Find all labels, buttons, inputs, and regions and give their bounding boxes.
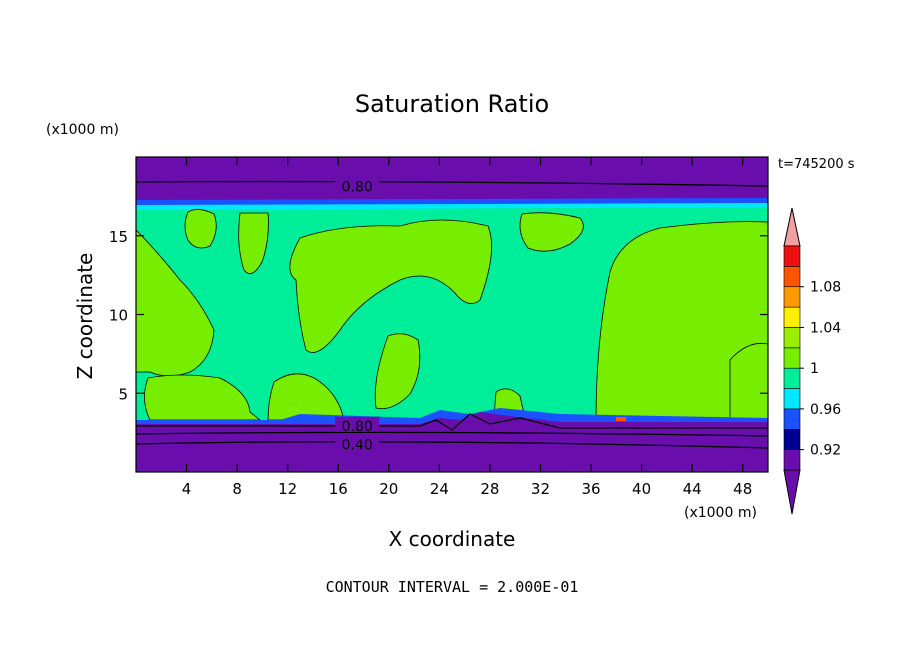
colorbar: 0.92 0.96 1 1.04 1.08 — [783, 207, 841, 515]
colorbar-tick-label: 1.04 — [810, 320, 841, 336]
x-tick-label: 24 — [430, 480, 449, 498]
plot-field — [135, 156, 769, 473]
x-tick-label: 20 — [379, 480, 398, 498]
chart-title: Saturation Ratio — [355, 90, 549, 118]
contour-040 — [136, 441, 768, 449]
x-tick-label: 12 — [278, 480, 297, 498]
colorbar-segment — [783, 245, 801, 267]
x-tick-label: 32 — [531, 480, 550, 498]
x-tick-label: 36 — [581, 480, 600, 498]
x-tick-label: 28 — [480, 480, 499, 498]
x-tick-label: 8 — [232, 480, 242, 498]
supersaturated-patches — [136, 209, 768, 421]
contour-080-lower — [136, 413, 768, 431]
y-tick-label: 10 — [109, 307, 128, 325]
x-tick-label: 40 — [632, 480, 651, 498]
colorbar-segment — [783, 388, 801, 410]
x-tick-label: 48 — [733, 480, 752, 498]
y-axis-ticks: 5 10 15 — [109, 228, 768, 403]
contour-label-bg — [335, 416, 380, 432]
contour-interval-note: CONTOUR INTERVAL = 2.000E-01 — [326, 578, 579, 596]
colorbar-segment — [783, 266, 801, 288]
field-boundary-edge — [136, 408, 768, 425]
contour-label: 0.80 — [342, 179, 373, 195]
field-upper-dry-layer — [136, 157, 768, 203]
x-tick-label: 4 — [182, 480, 192, 498]
y-tick-label: 5 — [118, 385, 128, 403]
colorbar-tick-label: 1.08 — [810, 280, 841, 296]
colorbar-under-arrow — [783, 469, 801, 515]
colorbar-tick-label: 0.92 — [810, 443, 841, 459]
y-unit-label: (x1000 m) — [46, 122, 119, 138]
colorbar-over-arrow — [783, 207, 801, 247]
colorbar-segment — [783, 367, 801, 389]
colorbar-segment — [783, 286, 801, 308]
contour-label: 0.80 — [342, 419, 373, 435]
x-unit-label: (x1000 m) — [684, 505, 757, 521]
contour-label: 0.40 — [342, 438, 373, 454]
x-axis-ticks: 4 8 12 16 20 24 28 32 36 40 44 48 — [182, 157, 752, 498]
y-axis-label: Z coordinate — [73, 253, 97, 380]
contour-label-bg — [335, 435, 380, 451]
colorbar-tick-label: 1 — [810, 361, 819, 377]
colorbar-segment — [783, 428, 801, 450]
time-label: t=745200 s — [778, 157, 855, 172]
x-tick-label: 16 — [329, 480, 348, 498]
colorbar-segment — [783, 408, 801, 430]
field-high-spot — [616, 417, 626, 421]
colorbar-segment — [783, 347, 801, 369]
contour-lower-mid — [136, 431, 768, 437]
contour-080-upper — [136, 180, 768, 187]
x-tick-label: 44 — [683, 480, 702, 498]
colorbar-segment — [783, 449, 801, 471]
x-axis-label: X coordinate — [389, 527, 516, 551]
colorbar-segment — [783, 327, 801, 349]
contour-lines — [136, 180, 768, 449]
colorbar-segment — [783, 306, 801, 328]
field-tropopause-cyan — [136, 203, 768, 210]
contour-label-bg — [335, 177, 380, 193]
y-tick-label: 15 — [109, 228, 128, 246]
contour-labels: 0.80 0.80 0.40 — [335, 177, 380, 454]
colorbar-tick-label: 0.96 — [810, 402, 841, 418]
